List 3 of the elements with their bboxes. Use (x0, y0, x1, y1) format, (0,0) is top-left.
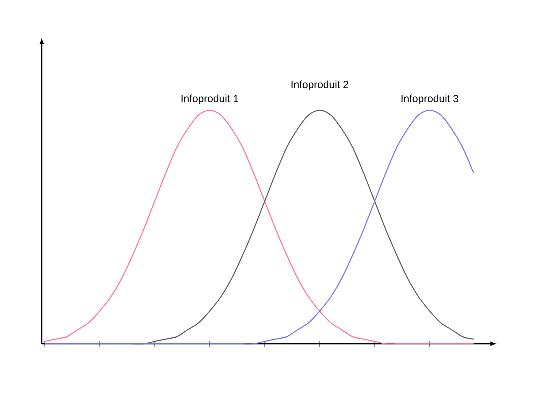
series-label: Infoproduit 3 (402, 94, 459, 105)
series-label: Infoproduit 1 (182, 94, 238, 105)
text: Infoproduit 2 (292, 80, 348, 91)
